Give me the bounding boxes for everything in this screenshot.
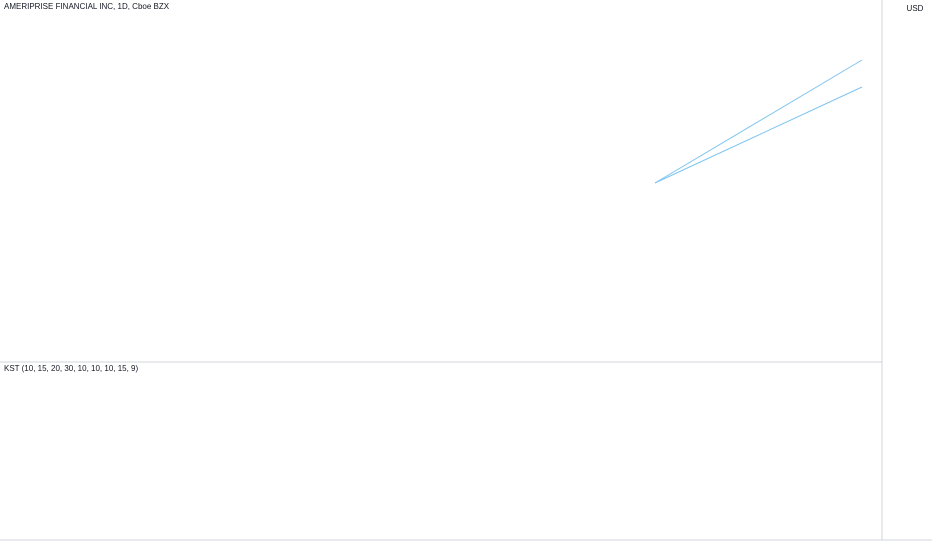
chart-title: AMERIPRISE FINANCIAL INC, 1D, Cboe BZX [4,2,170,11]
channel-upper [654,59,863,184]
indicator-title: KST (10, 15, 20, 30, 10, 10, 10, 15, 9) [4,364,139,373]
unit-label: USD [907,4,924,13]
channel-lower [654,86,863,184]
